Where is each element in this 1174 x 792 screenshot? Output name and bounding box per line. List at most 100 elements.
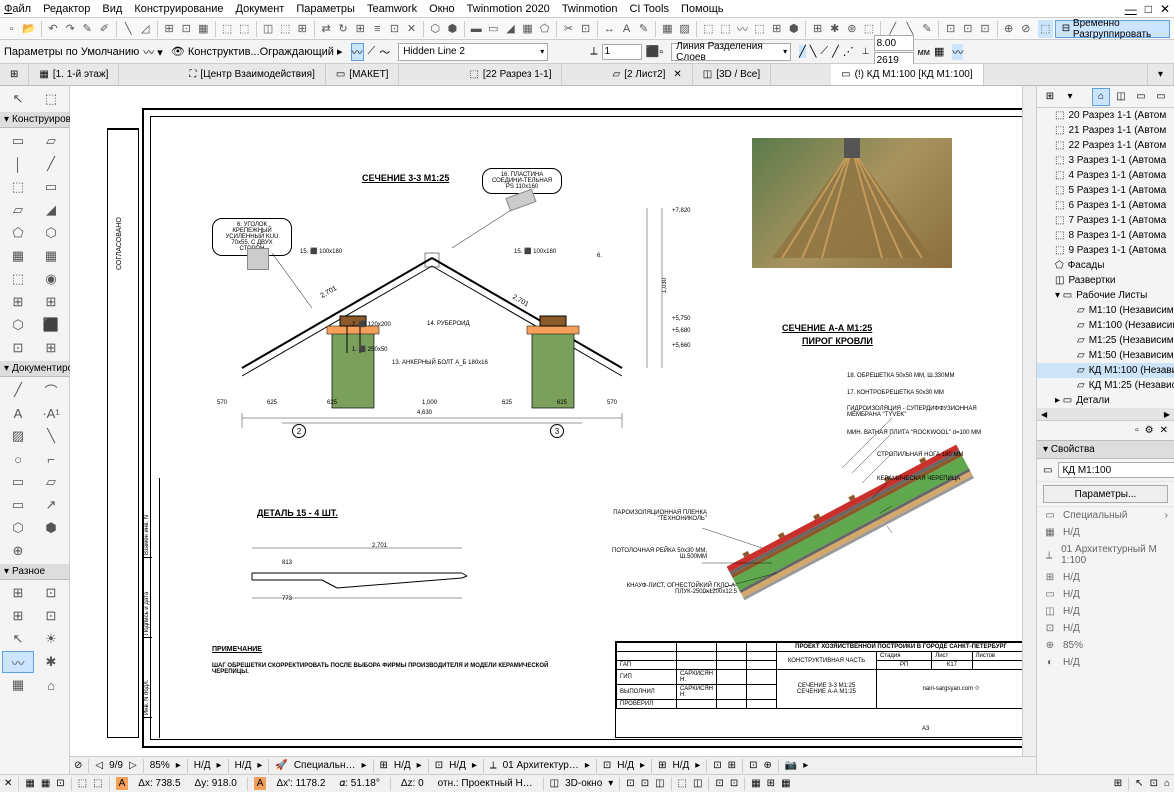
sb-a2-icon[interactable]: A xyxy=(254,777,267,790)
nav-tab3-icon[interactable]: ▭ xyxy=(1132,88,1150,106)
pen3-icon[interactable]: ✎ xyxy=(919,20,934,38)
mesh-icon[interactable]: ▦ xyxy=(520,20,535,38)
property-row[interactable]: ◫Н/Д xyxy=(1037,603,1174,620)
menu-view[interactable]: Вид xyxy=(102,3,122,15)
sb-t2-icon[interactable]: ⊡ xyxy=(641,778,649,789)
property-row[interactable]: ▭Специальный› xyxy=(1037,507,1174,524)
arc-tool[interactable]: ⌒ xyxy=(35,379,67,401)
collab2-icon[interactable]: ⊘ xyxy=(1018,20,1033,38)
syringe-icon[interactable]: ✐ xyxy=(97,20,112,38)
sb-3d-label[interactable]: 3D-окно xyxy=(565,778,602,789)
properties-header[interactable]: ▾ Свойства xyxy=(1037,440,1174,459)
change-tool[interactable]: ⊕ xyxy=(2,540,34,562)
spline2-tool[interactable]: 〰 xyxy=(2,651,34,673)
sb-r1-icon[interactable]: ⊞ xyxy=(1114,778,1122,789)
sb-i3-icon[interactable]: ⊡ xyxy=(56,778,64,789)
nav-item[interactable]: ▱КД М1:25 (Независим xyxy=(1037,378,1174,393)
qo-arch[interactable]: 01 Архитектур… xyxy=(503,760,579,771)
m10-tool[interactable]: ⌂ xyxy=(35,674,67,696)
menu-twinmotion[interactable]: Twinmotion xyxy=(562,3,618,15)
nav-item[interactable]: ⬚20 Разрез 1-1 (Автом xyxy=(1037,108,1174,123)
struct5-icon[interactable]: ⊞ xyxy=(769,20,784,38)
property-row[interactable]: ▦Н/Д xyxy=(1037,524,1174,541)
shell-tool[interactable]: ◢ xyxy=(35,199,67,221)
mesh-tool[interactable]: ▦ xyxy=(2,245,34,267)
object-tool[interactable]: ⊞ xyxy=(2,291,34,313)
property-row[interactable]: ⟂01 Архитектурный М 1:100 xyxy=(1037,541,1174,569)
snap-icon[interactable]: ⊡ xyxy=(179,20,194,38)
tab-add-button[interactable]: ▾ xyxy=(1147,64,1174,85)
tool-a-icon[interactable]: ◫ xyxy=(261,20,276,38)
struct4-icon[interactable]: ⬚ xyxy=(752,20,767,38)
drawing-tool[interactable]: ▱ xyxy=(35,471,67,493)
sb-close-icon[interactable]: ✕ xyxy=(4,778,12,789)
render2-icon[interactable]: ⊡ xyxy=(960,20,975,38)
redo-icon[interactable]: ↷ xyxy=(63,20,78,38)
pen-combo[interactable]: Hidden Line 2 xyxy=(398,43,548,61)
menu-window[interactable]: Окно xyxy=(429,3,455,15)
dist-icon[interactable]: ⊡ xyxy=(387,20,402,38)
nav-item[interactable]: ⬚8 Разрез 1-1 (Автома xyxy=(1037,228,1174,243)
roof-tool[interactable]: ▱ xyxy=(2,199,34,221)
cube-icon[interactable]: ⬚ xyxy=(220,20,235,38)
nav-item[interactable]: ⬠Фасады xyxy=(1037,258,1174,273)
pattern-icon[interactable]: ▦ xyxy=(934,45,944,58)
struct2-icon[interactable]: ⬚ xyxy=(718,20,733,38)
hotspot-tool[interactable]: ✱ xyxy=(35,651,67,673)
nav-tab4-icon[interactable]: ▭ xyxy=(1152,88,1170,106)
beam-tool[interactable]: ╱ xyxy=(35,153,67,175)
geom1-icon[interactable]: 〰 xyxy=(351,43,364,61)
collab1-icon[interactable]: ⊕ xyxy=(1001,20,1016,38)
nav-opt1-icon[interactable]: ⊞ xyxy=(1041,88,1059,106)
menu-edit[interactable]: Редактор xyxy=(43,3,90,15)
stair-tool[interactable]: ⬠ xyxy=(2,222,34,244)
menu-options[interactable]: Параметры xyxy=(296,3,355,15)
undo-icon[interactable]: ↶ xyxy=(46,20,61,38)
nav-item[interactable]: ▸ ▭Детали xyxy=(1037,393,1174,408)
property-row[interactable]: ⊡Н/Д xyxy=(1037,620,1174,637)
nav-item[interactable]: ⬚6 Разрез 1-1 (Автома xyxy=(1037,198,1174,213)
tab-section22[interactable]: ⬚[22 Разрез 1-1] xyxy=(459,64,562,85)
property-row[interactable]: ⊕85% xyxy=(1037,637,1174,654)
nav-item[interactable]: ⬚21 Разрез 1-1 (Автом xyxy=(1037,123,1174,138)
fill-tool[interactable]: ▨ xyxy=(2,425,34,447)
qo-rocket-icon[interactable]: 🚀 xyxy=(275,760,287,771)
morph-icon[interactable]: ⬡ xyxy=(428,20,443,38)
line1-icon[interactable]: ╱ xyxy=(799,45,806,58)
slab-icon[interactable]: ▭ xyxy=(486,20,501,38)
nav-item[interactable]: ▱М1:10 (Независимый) xyxy=(1037,303,1174,318)
sb-t9-icon[interactable]: ⊞ xyxy=(767,778,775,789)
section-icon[interactable]: ✂ xyxy=(561,20,576,38)
qo-nd2[interactable]: Н/Д xyxy=(235,760,252,771)
nav-item[interactable]: ⬚7 Разрез 1-1 (Автома xyxy=(1037,213,1174,228)
maximize-button[interactable]: □ xyxy=(1145,2,1152,16)
temp-ungroup-button[interactable]: ⊟ Временно Разгруппировать xyxy=(1055,20,1170,38)
qo-nd3[interactable]: Н/Д xyxy=(394,760,411,771)
corner-tool[interactable]: ⬡ xyxy=(2,314,34,336)
qo-i1-icon[interactable]: ⊡ xyxy=(713,760,721,771)
hatch-tool[interactable]: ╲ xyxy=(35,425,67,447)
text-icon[interactable]: A xyxy=(619,20,634,38)
link-icon[interactable]: ⬚ xyxy=(237,20,252,38)
props-id-input[interactable] xyxy=(1058,462,1174,478)
m6-tool[interactable]: ☀ xyxy=(35,628,67,650)
sb-a-icon[interactable]: A xyxy=(116,777,129,790)
roof-icon[interactable]: ◢ xyxy=(503,20,518,38)
first-page-icon[interactable]: ⊘ xyxy=(74,760,82,771)
wall-icon[interactable]: ▬ xyxy=(469,20,484,38)
struct-icon[interactable]: ⬚ xyxy=(701,20,716,38)
tab-close-icon[interactable]: ✕ xyxy=(673,69,681,80)
property-row[interactable]: ◐Н/Д xyxy=(1037,654,1174,671)
open-icon[interactable]: 📂 xyxy=(21,20,37,38)
qo-nd5[interactable]: Н/Д xyxy=(617,760,634,771)
label-tool[interactable]: ·A¹ xyxy=(35,402,67,424)
qo-i5-icon[interactable]: 📷 xyxy=(785,760,797,771)
label-icon[interactable]: ✎ xyxy=(636,20,651,38)
tab-sheet2[interactable]: ▱[2 Лист2]✕ xyxy=(602,64,692,85)
line5-icon[interactable]: ⋰ xyxy=(843,45,854,58)
nav-horiz-scroll[interactable]: ◀▶ xyxy=(1037,408,1174,420)
shell-icon[interactable]: ⬠ xyxy=(537,20,552,38)
dropper-icon[interactable]: ✎ xyxy=(80,20,95,38)
wave-icon[interactable]: 〰 ▾ xyxy=(143,44,163,60)
num-input[interactable] xyxy=(602,44,642,60)
